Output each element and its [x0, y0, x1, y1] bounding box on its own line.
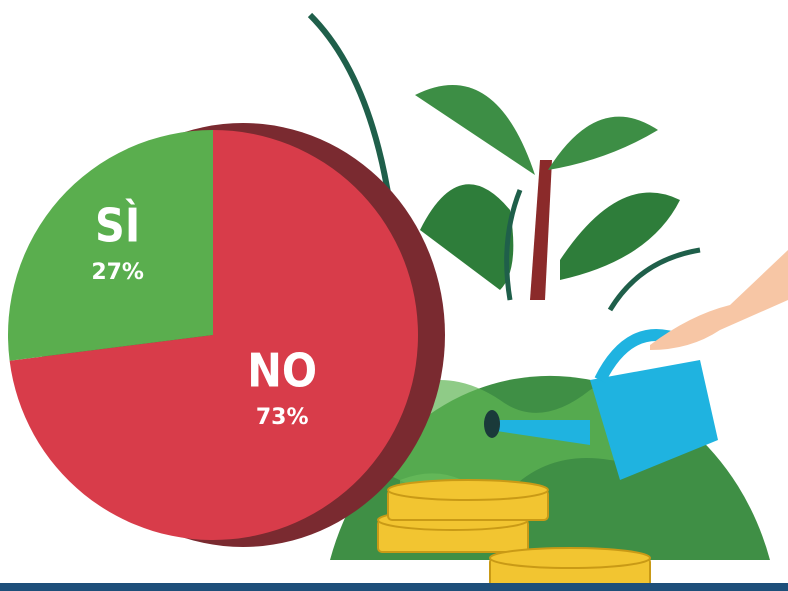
bottom-bar — [0, 583, 788, 591]
slice-category-label: NO — [247, 344, 317, 398]
slice-category-label: SÌ — [95, 198, 140, 252]
illustration — [307, 12, 788, 591]
pie: NO 73% SÌ 27% — [7, 130, 419, 540]
slice-value-label: 73% — [256, 405, 309, 430]
pie-slice — [9, 130, 419, 540]
slice-value-label: 27% — [91, 260, 144, 285]
pie-slice — [7, 130, 213, 361]
